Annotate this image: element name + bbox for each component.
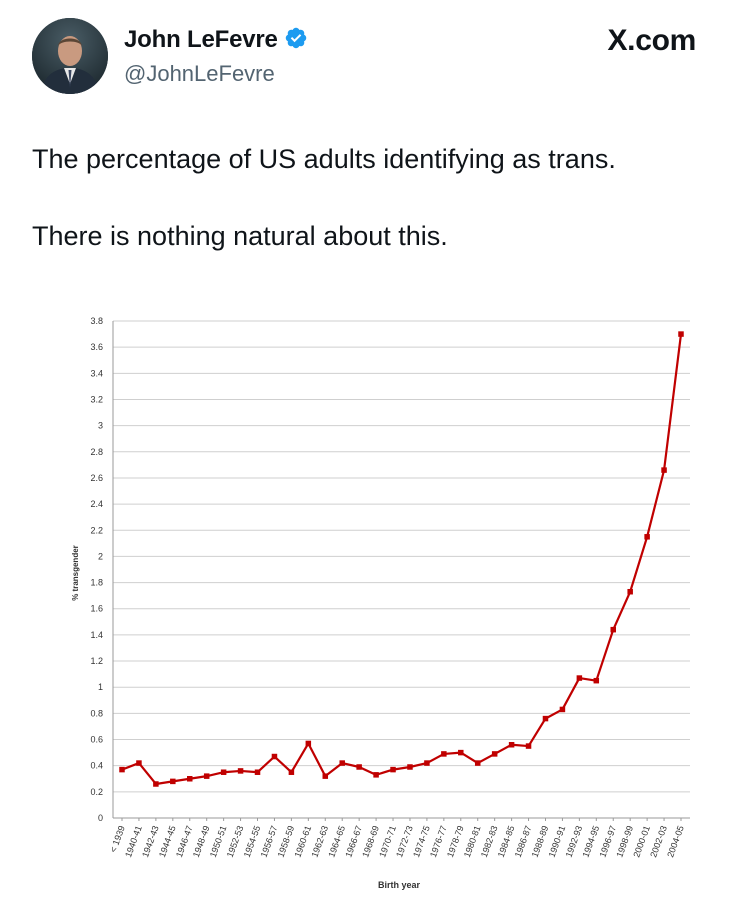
y-tick-labels: 0 0.2 0.4 0.6 0.8 1 1.2 1.4 1.6 1.8 2 2.2 2.4 2.6 2.8 3… [90,316,103,823]
y-tick-label: 2.8 [90,447,103,457]
y-tick-label: 3.2 [90,394,103,404]
y-tick-label: 3.6 [90,342,103,352]
data-point [254,769,261,775]
series-points [119,331,684,787]
y-tick-label: 1.6 [90,604,103,614]
data-point [491,751,498,757]
data-point [627,588,633,595]
data-point [678,331,684,337]
y-tick-label: 0.8 [90,708,103,718]
series-line [121,333,683,786]
data-point [474,760,481,766]
y-tick-label: 3.4 [90,368,103,378]
data-point [187,776,193,782]
y-tick-label: 3.8 [90,316,103,326]
tweet-text-line2: There is nothing natural about this. [32,221,448,251]
data-point [305,740,312,747]
y-tick-label: 0.4 [90,761,103,771]
data-point [203,773,210,779]
y-tick-label: 0.6 [90,735,103,745]
avatar[interactable] [32,18,108,94]
y-axis-label: % transgender [71,545,80,601]
site-logo: X.com [607,24,696,57]
user-handle[interactable]: @JohnLeFevre [124,61,275,86]
y-tick-label: 3 [98,421,103,431]
y-tick-label: 1.2 [90,656,103,666]
data-point [136,760,142,766]
data-point [373,772,379,778]
data-point [441,751,447,757]
data-point [390,766,396,773]
y-tick-label: 0 [98,813,103,823]
data-point [525,743,532,749]
data-point [322,773,329,779]
data-point [576,675,583,681]
data-point [424,760,430,766]
data-point [458,749,464,756]
data-point [661,467,667,473]
data-point [610,626,616,633]
data-point [153,781,159,787]
data-point [407,764,413,770]
tweet-text-line1: The percentage of US adults identifying … [32,144,616,174]
data-point [339,760,345,766]
x-tick-label: < 1939 [108,824,127,854]
data-point [644,534,650,540]
display-name[interactable]: John LeFevre [124,26,308,54]
verified-badge-icon [285,27,306,49]
y-tick-label: 2.2 [90,525,103,535]
chart-image: 0 0.2 0.4 0.6 0.8 1 1.2 1.4 1.6 1.8 2 2.2 2.4 2.6 2.8 3… [71,316,690,890]
chart-gridlines [113,320,690,793]
x-axis-label: Birth year [378,880,421,890]
y-tick-label: 1 [98,682,103,692]
y-tick-label: 2.6 [90,473,103,483]
y-tick-label: 2.4 [90,499,103,509]
avatar-image [32,18,108,94]
data-point [508,742,515,748]
data-point [288,769,295,775]
data-point [220,769,227,775]
y-tick-label: 2 [98,551,103,561]
data-point [542,715,549,722]
y-tick-label: 1.8 [90,578,103,588]
data-point [119,766,125,773]
y-tick-label: 1.4 [90,630,103,640]
data-point [559,706,566,713]
x-tick-labels: < 19391940-411942-431944-451946-471948-4… [108,818,686,859]
y-tick-label: 0.2 [90,787,103,797]
data-point [170,778,176,785]
data-point [237,768,244,774]
data-point [593,677,600,684]
data-point [356,764,362,770]
data-point [271,753,278,760]
